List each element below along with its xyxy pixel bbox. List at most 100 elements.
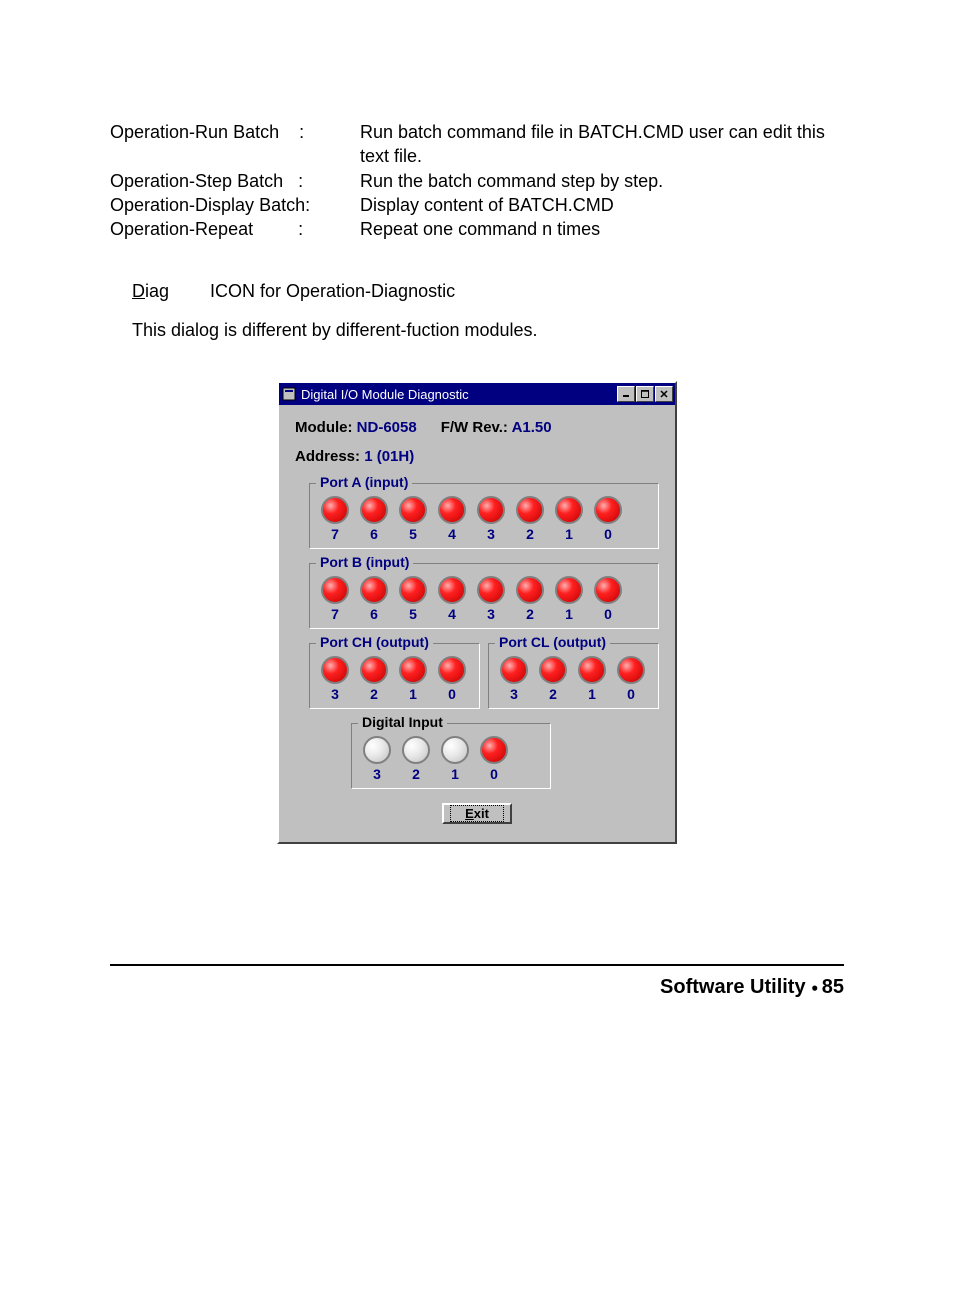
maximize-button[interactable] bbox=[636, 386, 654, 402]
led-bit: 2 bbox=[513, 496, 547, 542]
led-indicator bbox=[438, 576, 466, 604]
window-body: Module: ND-6058 F/W Rev.: A1.50 Address:… bbox=[279, 405, 675, 842]
footer-label: Software Utility bbox=[660, 976, 806, 998]
led-bit: 5 bbox=[396, 496, 430, 542]
led-bit: 7 bbox=[318, 496, 352, 542]
diag-text: ICON for Operation-Diagnostic bbox=[210, 281, 455, 302]
close-button[interactable] bbox=[655, 386, 673, 402]
op-desc: Repeat one command n times bbox=[360, 217, 844, 241]
led-label: 7 bbox=[331, 606, 339, 622]
address-info: Address: 1 (01H) bbox=[295, 448, 659, 465]
window-title: Digital I/O Module Diagnostic bbox=[301, 387, 616, 402]
led-bit: 3 bbox=[474, 496, 508, 542]
led-label: 5 bbox=[409, 606, 417, 622]
led-indicator bbox=[360, 496, 388, 524]
led-indicator bbox=[594, 576, 622, 604]
led-bit: 1 bbox=[552, 496, 586, 542]
led-bit: 4 bbox=[435, 496, 469, 542]
fw-label: F/W Rev.: bbox=[441, 419, 508, 436]
address-value: 1 (01H) bbox=[364, 448, 414, 465]
led-indicator bbox=[516, 576, 544, 604]
led-label: 2 bbox=[412, 766, 420, 782]
led-indicator bbox=[399, 496, 427, 524]
led-label: 4 bbox=[448, 526, 456, 542]
op-name: Operation-Display Batch: bbox=[110, 195, 310, 215]
port-ch-leds: 3 2 1 0 bbox=[316, 654, 473, 702]
port-b-leds: 76543210 bbox=[316, 574, 652, 622]
led-label: 2 bbox=[526, 606, 534, 622]
led-label: 0 bbox=[448, 686, 456, 702]
led-label: 5 bbox=[409, 526, 417, 542]
led-indicator bbox=[438, 656, 466, 684]
footer-bullet: ● bbox=[811, 981, 822, 995]
port-a-group: Port A (input) 76543210 bbox=[309, 483, 659, 549]
led-label: 6 bbox=[370, 606, 378, 622]
led-bit: 7 bbox=[318, 576, 352, 622]
led-indicator bbox=[555, 576, 583, 604]
led-indicator bbox=[516, 496, 544, 524]
module-pair: Module: ND-6058 bbox=[295, 419, 417, 436]
digital-input-group: Digital Input 3210 bbox=[351, 723, 551, 789]
led-label: 2 bbox=[549, 686, 557, 702]
op-desc: Display content of BATCH.CMD bbox=[360, 193, 844, 217]
app-icon bbox=[281, 386, 297, 402]
led-bit: 3 bbox=[497, 656, 531, 702]
led-label: 1 bbox=[409, 686, 417, 702]
op-row: Operation-Repeat : Repeat one command n … bbox=[110, 217, 844, 241]
fw-value: A1.50 bbox=[512, 419, 552, 436]
led-indicator bbox=[500, 656, 528, 684]
port-c-row: Port CH (output) 3210 Port CL (output) 3… bbox=[309, 643, 659, 709]
module-value: ND-6058 bbox=[357, 419, 417, 436]
led-bit: 1 bbox=[552, 576, 586, 622]
op-label: Operation-Repeat : bbox=[110, 217, 360, 241]
digital-input-wrap: Digital Input 3210 bbox=[351, 723, 659, 789]
window-controls bbox=[616, 386, 673, 402]
led-label: 0 bbox=[627, 686, 635, 702]
led-label: 0 bbox=[604, 526, 612, 542]
led-label: 3 bbox=[487, 606, 495, 622]
page: Operation-Run Batch : Run batch command … bbox=[0, 0, 954, 964]
minimize-button[interactable] bbox=[617, 386, 635, 402]
op-name: Operation-Run Batch bbox=[110, 122, 279, 142]
led-bit: 3 bbox=[318, 656, 352, 702]
port-a-leds: 76543210 bbox=[316, 494, 652, 542]
led-bit: 2 bbox=[399, 736, 433, 782]
led-bit: 3 bbox=[474, 576, 508, 622]
op-row: Operation-Step Batch : Run the batch com… bbox=[110, 169, 844, 193]
led-label: 4 bbox=[448, 606, 456, 622]
led-bit: 5 bbox=[396, 576, 430, 622]
led-indicator bbox=[321, 656, 349, 684]
led-indicator bbox=[477, 576, 505, 604]
led-label: 1 bbox=[565, 606, 573, 622]
op-label: Operation-Run Batch : bbox=[110, 120, 360, 169]
op-desc: Run the batch command step by step. bbox=[360, 169, 844, 193]
led-indicator bbox=[360, 576, 388, 604]
led-indicator bbox=[555, 496, 583, 524]
led-label: 0 bbox=[490, 766, 498, 782]
diag-label: Diag bbox=[132, 281, 210, 302]
address-label: Address: bbox=[295, 448, 360, 465]
led-label: 1 bbox=[451, 766, 459, 782]
led-bit: 0 bbox=[614, 656, 648, 702]
led-indicator bbox=[441, 736, 469, 764]
port-cl-leds: 3 2 1 0 bbox=[495, 654, 652, 702]
led-label: 3 bbox=[487, 526, 495, 542]
port-cl-group: Port CL (output) 3210 bbox=[488, 643, 659, 709]
op-row: Operation-Run Batch : Run batch command … bbox=[110, 120, 844, 169]
led-indicator bbox=[578, 656, 606, 684]
page-footer: Software Utility ● 85 bbox=[110, 964, 844, 999]
led-bit: 2 bbox=[513, 576, 547, 622]
port-ch-group: Port CH (output) 3210 bbox=[309, 643, 480, 709]
op-name: Operation-Step Batch bbox=[110, 171, 283, 191]
led-bit: 3 bbox=[360, 736, 394, 782]
led-bit: 1 bbox=[575, 656, 609, 702]
led-bit: 2 bbox=[536, 656, 570, 702]
diag-heading: Diag ICON for Operation-Diagnostic bbox=[132, 281, 844, 302]
exit-button[interactable]: Exit bbox=[442, 803, 512, 824]
op-label: Operation-Step Batch : bbox=[110, 169, 360, 193]
led-indicator bbox=[480, 736, 508, 764]
led-indicator bbox=[399, 656, 427, 684]
op-name: Operation-Repeat bbox=[110, 219, 253, 239]
titlebar: Digital I/O Module Diagnostic bbox=[279, 383, 675, 405]
led-label: 2 bbox=[370, 686, 378, 702]
